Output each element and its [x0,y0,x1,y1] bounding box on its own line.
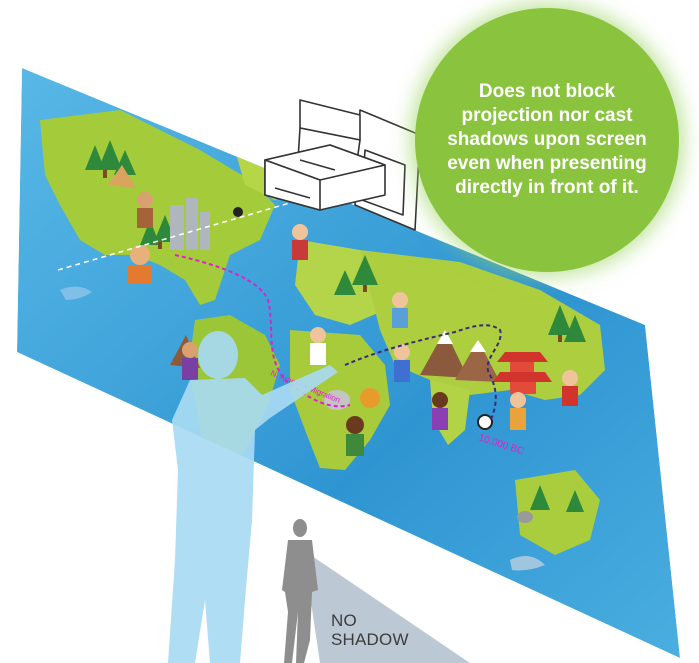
dolphin-icon [60,286,92,300]
no-shadow-line-2: SHADOW [331,630,409,649]
floor-shadow [306,556,470,663]
shadow-person-icon [282,519,318,663]
pagoda-icon [493,352,552,394]
feature-callout-text: Does not block projection nor cast shado… [447,81,647,198]
presenter-silhouette-icon [168,331,338,663]
australia-land [515,470,600,555]
projection-edge-dash [57,199,301,271]
children-characters [128,192,578,456]
shark-icon [510,556,545,571]
migration-route-line [174,254,351,408]
tree-icon [85,140,586,512]
tent-icon [108,165,136,188]
feature-callout-bubble: Does not block projection nor cast shado… [415,8,679,272]
asia-route-line [344,324,502,423]
no-shadow-line-1: NO [331,611,357,630]
no-shadow-label: NO SHADOW [331,611,409,649]
ultra-short-throw-projector-icon [264,99,421,231]
city-buildings [170,198,210,250]
